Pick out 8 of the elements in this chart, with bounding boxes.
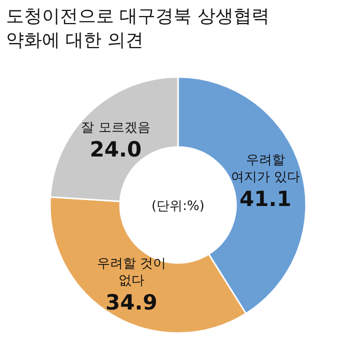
slice-label: 우려할 여지가 있다 — [230, 152, 300, 185]
data-label: 34.9 — [106, 290, 158, 314]
text: (단위:%) — [152, 199, 204, 214]
data-label: 41.1 — [240, 186, 292, 211]
chart-title: 도청이전으로 대구경북 상생협력 약화에 대한 의견 — [6, 6, 270, 51]
slice-label: 잘 모르겠음 — [81, 120, 150, 136]
data-label: 24.0 — [90, 137, 142, 162]
slice-label: 우려할 것이 없다 — [96, 256, 166, 288]
